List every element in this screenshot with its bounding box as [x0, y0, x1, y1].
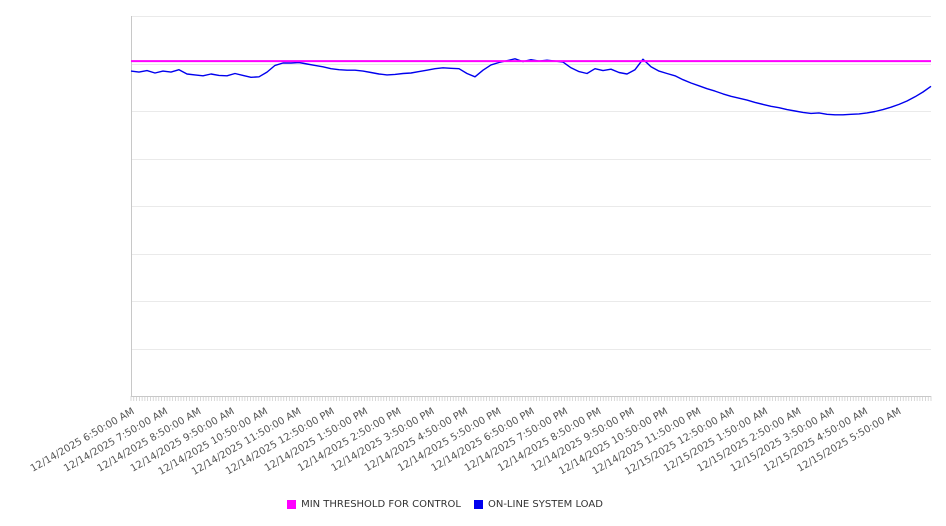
- legend-item-label: MIN THRESHOLD FOR CONTROL: [301, 499, 461, 510]
- legend-item-label: ON-LINE SYSTEM LOAD: [487, 499, 603, 510]
- chart-legend: MIN THRESHOLD FOR CONTROL ON-LINE SYSTEM …: [0, 499, 918, 510]
- load-series-line: [130, 58, 932, 116]
- legend-item[interactable]: MIN THRESHOLD FOR CONTROL: [287, 499, 461, 510]
- legend-item[interactable]: ON-LINE SYSTEM LOAD: [473, 499, 603, 510]
- legend-swatch: [473, 500, 483, 509]
- legend-swatch: [287, 500, 297, 509]
